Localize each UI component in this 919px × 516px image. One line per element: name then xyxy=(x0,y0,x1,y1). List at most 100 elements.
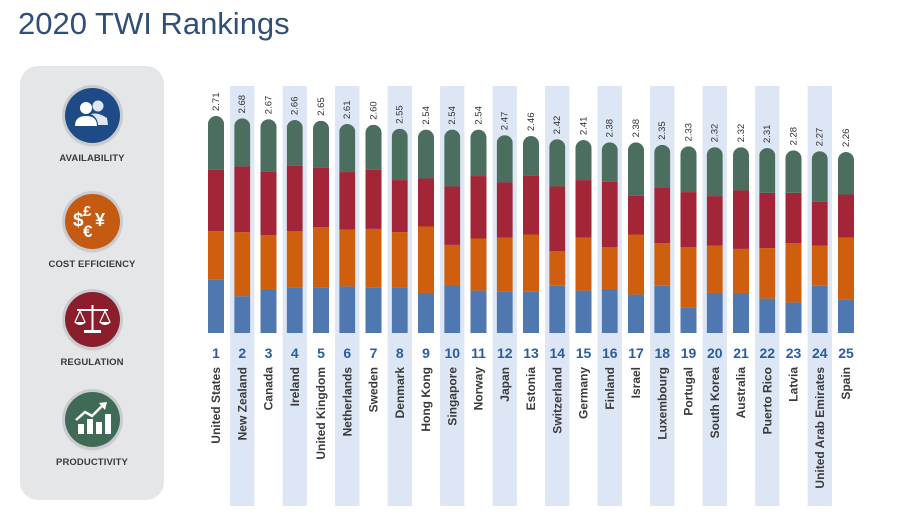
bar-group xyxy=(575,140,592,333)
bar-segment-availability xyxy=(339,286,356,333)
bar-segment-productivity xyxy=(496,135,513,183)
country-label: South Korea xyxy=(708,367,722,439)
bar-segment-productivity xyxy=(601,142,618,182)
people-icon xyxy=(64,88,120,143)
bar-total-label: 2.55 xyxy=(395,105,406,124)
bar-segment-productivity xyxy=(811,151,828,202)
bar-group xyxy=(733,147,749,333)
bar-segment-productivity xyxy=(234,118,251,167)
legend-label-regulation: REGULATION xyxy=(60,357,124,368)
bar-segment-availability xyxy=(733,292,749,333)
bar-segment-availability xyxy=(838,299,854,333)
bar-segment-availability xyxy=(654,285,671,333)
country-label: Canada xyxy=(262,367,276,411)
bar-total-label: 2.54 xyxy=(474,106,485,125)
bar-segment-cost-efficiency xyxy=(444,244,461,285)
bar-segment-productivity xyxy=(654,144,671,188)
rank-label: 17 xyxy=(628,345,644,361)
bar-segment-productivity xyxy=(260,119,277,172)
bar-segment-availability xyxy=(706,292,723,333)
bar-total-label: 2.27 xyxy=(815,128,826,147)
bar-group xyxy=(470,129,487,333)
country-label: Netherlands xyxy=(340,367,354,437)
rank-label: 10 xyxy=(444,345,460,361)
bar-total-label: 2.60 xyxy=(369,101,380,120)
bar-segment-availability xyxy=(680,307,697,333)
bar-total-label: 2.33 xyxy=(684,123,695,142)
bar-segment-cost-efficiency xyxy=(680,247,697,308)
bar-segment-regulation xyxy=(391,180,408,233)
legend-label-availability: AVAILABILITY xyxy=(59,153,125,164)
bar-group xyxy=(260,119,277,333)
bar-total-label: 2.68 xyxy=(237,95,248,114)
bar-group xyxy=(208,116,224,333)
bar-segment-availability xyxy=(260,288,277,333)
bar-total-label: 2.65 xyxy=(316,97,327,116)
legend-item-availability: AVAILABILITY xyxy=(20,88,164,164)
country-label: Switzerland xyxy=(550,367,564,434)
bar-segment-productivity xyxy=(313,120,329,168)
country-label: United Arab Emirates xyxy=(813,367,827,489)
rank-label: 11 xyxy=(471,345,486,361)
country-label: Germany xyxy=(577,367,591,419)
bar-group xyxy=(418,129,434,333)
bar-segment-productivity xyxy=(418,129,434,179)
country-label: Ireland xyxy=(288,367,302,406)
legend-item-productivity: PRODUCTIVITY xyxy=(20,392,164,468)
country-label: Spain xyxy=(839,367,853,400)
bar-segment-availability xyxy=(628,294,644,333)
bar-total-label: 2.35 xyxy=(657,121,668,140)
bar-segment-productivity xyxy=(680,146,697,193)
bar-segment-cost-efficiency xyxy=(496,237,513,292)
bar-total-label: 2.32 xyxy=(736,124,747,143)
country-label: United Kingdom xyxy=(314,367,328,460)
bar-segment-productivity xyxy=(365,124,382,170)
bar-segment-productivity xyxy=(523,136,539,176)
bar-segment-cost-efficiency xyxy=(733,248,749,293)
bar-group xyxy=(838,152,854,333)
bar-segment-regulation xyxy=(549,186,566,252)
rank-label: 25 xyxy=(838,345,854,361)
bar-segment-regulation xyxy=(313,167,329,228)
bar-segment-regulation xyxy=(418,178,434,227)
rank-label: 12 xyxy=(497,345,513,361)
bar-group xyxy=(496,135,513,333)
bar-group xyxy=(811,151,828,333)
rank-label: 24 xyxy=(812,345,828,361)
legend-item-cost-efficiency: $ £ € ¥ COST EFFICIENCY xyxy=(20,194,164,270)
bar-segment-cost-efficiency xyxy=(706,245,723,293)
country-label: Portugal xyxy=(682,367,696,416)
rank-label: 23 xyxy=(786,345,802,361)
bar-segment-regulation xyxy=(628,195,644,235)
bar-group xyxy=(339,124,356,333)
bar-segment-availability xyxy=(601,288,618,333)
bar-segment-regulation xyxy=(470,176,487,239)
bar-segment-cost-efficiency xyxy=(208,231,224,280)
bar-segment-regulation xyxy=(234,166,251,233)
bar-segment-productivity xyxy=(838,152,854,195)
bar-segment-regulation xyxy=(339,172,356,230)
bar-segment-regulation xyxy=(260,171,277,236)
bar-group xyxy=(706,147,723,333)
legend-label-productivity: PRODUCTIVITY xyxy=(56,457,128,468)
bar-segment-productivity xyxy=(470,129,487,177)
bar-segment-availability xyxy=(365,287,382,333)
bar-segment-cost-efficiency xyxy=(313,227,329,288)
country-label: Australia xyxy=(734,367,748,419)
rank-label: 1 xyxy=(212,345,220,361)
bar-segment-availability xyxy=(313,287,329,333)
bar-segment-regulation xyxy=(759,192,776,249)
country-label: Sweden xyxy=(367,367,381,412)
rank-label: 15 xyxy=(576,345,592,361)
bar-segment-cost-efficiency xyxy=(838,237,854,300)
bar-segment-productivity xyxy=(785,150,802,193)
currency-icon: $ £ € ¥ xyxy=(64,194,120,249)
bar-segment-productivity xyxy=(549,139,566,187)
bar-total-label: 2.67 xyxy=(264,96,275,115)
bar-segment-regulation xyxy=(654,187,671,244)
rank-label: 16 xyxy=(602,345,618,361)
bar-group xyxy=(680,146,697,333)
bar-segment-cost-efficiency xyxy=(654,243,671,286)
country-label: Hong Kong xyxy=(419,367,433,432)
bar-segment-cost-efficiency xyxy=(549,251,566,286)
